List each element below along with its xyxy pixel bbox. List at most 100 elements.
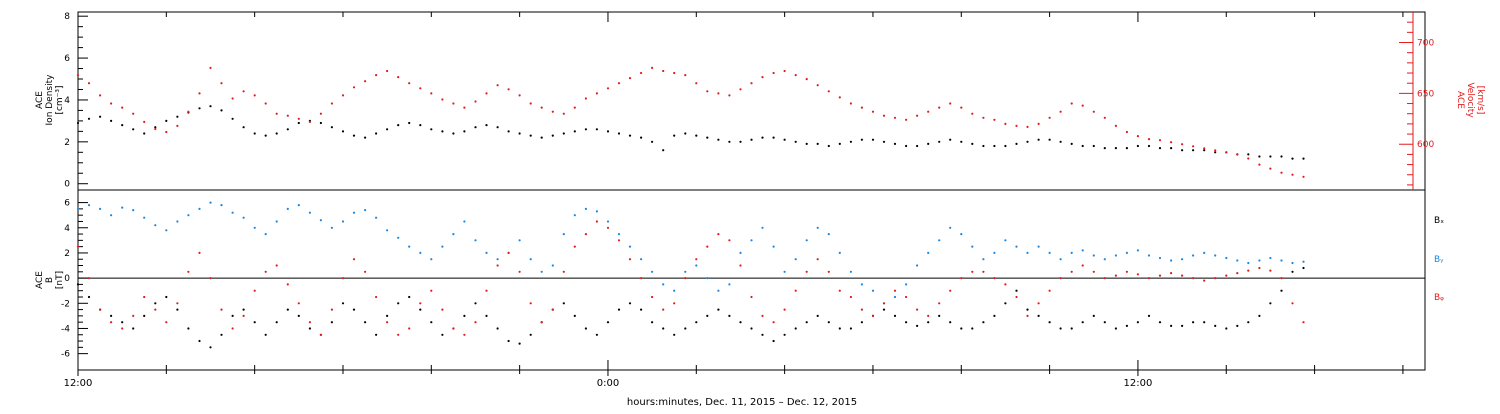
bottom-series-1-point xyxy=(99,207,102,210)
top-series-0-point xyxy=(253,132,256,135)
bottom-panel-series xyxy=(76,201,1305,349)
top-series-0-point xyxy=(463,130,466,133)
bottom-series-0-point xyxy=(617,308,621,311)
top-series-1-point xyxy=(1170,141,1173,144)
bottom-series-2-point xyxy=(507,251,510,254)
bottom-series-0-point xyxy=(640,308,643,311)
top-series-0-point xyxy=(794,140,797,143)
bottom-series-2-point xyxy=(176,302,179,305)
top-series-1-point xyxy=(1181,143,1184,146)
bottom-series-0-point xyxy=(518,342,521,345)
top-series-1-point xyxy=(452,102,455,105)
top-series-1-point xyxy=(1092,110,1095,113)
top-series-1-point xyxy=(341,94,345,97)
top-ytick-label-2: 4 xyxy=(64,96,70,106)
bottom-series-1-point xyxy=(1158,256,1162,260)
bottom-series-1-point xyxy=(121,206,124,209)
bottom-series-1-point xyxy=(1103,258,1106,261)
bottom-series-1-point xyxy=(441,245,444,248)
bottom-series-2-point xyxy=(441,308,444,311)
bottom-series-0-point xyxy=(165,295,168,299)
bottom-series-0-point xyxy=(606,321,610,324)
top-series-1-point xyxy=(617,82,621,85)
top-series-1-point xyxy=(805,78,808,81)
bottom-series-2-point xyxy=(905,295,908,299)
bottom-series-1-point xyxy=(209,201,212,204)
top-series-0-point xyxy=(121,124,124,127)
bottom-series-2-point xyxy=(1280,277,1283,280)
top-series-1-point xyxy=(507,88,510,91)
bottom-series-2-point xyxy=(871,314,875,317)
bottom-series-2-point xyxy=(1181,274,1184,277)
bottom-series-1-point xyxy=(827,233,830,236)
bottom-series-1-point xyxy=(253,226,256,229)
bottom-series-1-point xyxy=(1269,256,1272,260)
top-series-1-point xyxy=(673,71,676,75)
bottom-series-1-point xyxy=(717,289,720,292)
top-series-1-point xyxy=(772,71,775,75)
bottom-series-2-point xyxy=(783,308,786,311)
bottom-series-0-point xyxy=(893,314,897,317)
bottom-series-2-point xyxy=(651,295,654,299)
bottom-series-1-point xyxy=(1081,249,1084,252)
top-series-1-point xyxy=(960,106,963,109)
top-series-1-point xyxy=(893,116,897,119)
top-series-0-point xyxy=(165,119,168,122)
bottom-series-1-point xyxy=(386,229,389,232)
top-series-0-point xyxy=(275,132,278,135)
bottom-series-0-point xyxy=(1158,321,1162,324)
bottom-series-0-point xyxy=(242,308,245,311)
bottom-series-2-point xyxy=(882,302,886,305)
top-series-0-point xyxy=(938,140,941,143)
top-series-0-point xyxy=(562,132,565,135)
bottom-series-2-point xyxy=(993,277,996,280)
top-series-0-point xyxy=(1136,144,1139,148)
bottom-series-1-point xyxy=(573,214,576,217)
bottom-series-2-point xyxy=(375,295,378,299)
top-series-0-point xyxy=(1181,149,1184,152)
top-y2label-line-2: Velocity xyxy=(1465,82,1475,118)
bottom-series-0-point xyxy=(1203,321,1206,324)
bottom-series-1-point xyxy=(198,207,201,210)
bottom-ylabel-line-3: [nT] xyxy=(55,271,65,289)
top-series-1-point xyxy=(1203,147,1206,150)
bottom-panel-ylabel: ACE B [nT] xyxy=(35,271,65,289)
bottom-series-1-point xyxy=(76,207,80,210)
bottom-series-1-point xyxy=(529,258,532,261)
bottom-series-1-point xyxy=(1291,261,1294,265)
bottom-series-1-point xyxy=(297,204,300,207)
bottom-series-1-point xyxy=(761,226,764,229)
bottom-series-0-point xyxy=(761,333,764,336)
bottom-series-0-point xyxy=(1170,324,1173,327)
top-series-1-point xyxy=(916,114,919,117)
bottom-series-1-point xyxy=(905,283,908,286)
top-series-1-point xyxy=(1291,173,1294,176)
top-series-1-point xyxy=(971,112,974,115)
top-series-0-point xyxy=(971,142,974,145)
top-y2label-line-1: ACE xyxy=(1455,91,1465,109)
top-series-0-point xyxy=(1048,138,1051,141)
top-series-1-point xyxy=(794,74,797,77)
top-series-0-point xyxy=(452,132,455,135)
bottom-series-0-point xyxy=(794,327,797,330)
top-series-0-point xyxy=(319,121,322,125)
bottom-series-1-point xyxy=(772,245,775,248)
xtick-label-1: 0:00 xyxy=(597,378,619,389)
bottom-series-1-point xyxy=(706,277,709,280)
top-series-0-point xyxy=(485,124,488,127)
bottom-series-1-point xyxy=(893,295,897,299)
bottom-series-0-point xyxy=(231,314,234,317)
top-series-0-point xyxy=(110,119,113,122)
top-series-1-point xyxy=(397,76,400,79)
bottom-series-2-point xyxy=(1037,302,1040,305)
top-series-0-point xyxy=(408,121,411,125)
top-series-1-point xyxy=(143,120,146,123)
bottom-series-2-point xyxy=(1070,270,1073,273)
top-series-0-point xyxy=(1203,149,1206,152)
bottom-series-2-point xyxy=(1170,272,1173,275)
top-series-1-point xyxy=(87,82,91,85)
bottom-series-0-point xyxy=(1236,324,1239,327)
bottom-series-0-point xyxy=(430,321,433,324)
bottom-series-0-point xyxy=(938,314,941,317)
